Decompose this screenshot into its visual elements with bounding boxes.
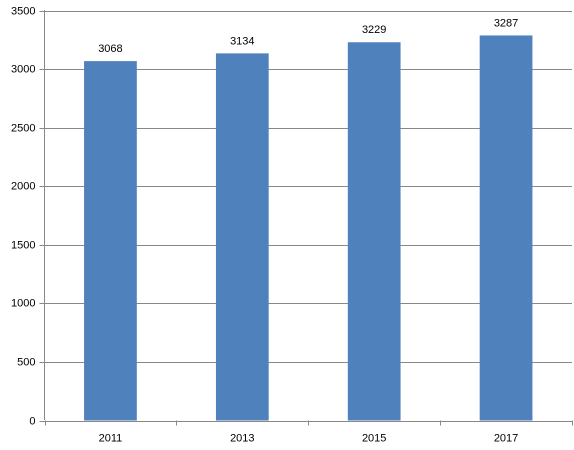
x-tick-label: 2015 [362, 432, 386, 444]
bar [215, 53, 269, 421]
x-tick-label: 2013 [230, 432, 254, 444]
y-tick-label: 0 [29, 415, 35, 427]
bar [347, 42, 401, 421]
y-tick-label: 2500 [11, 122, 35, 134]
data-label: 3134 [230, 35, 254, 47]
data-label: 3068 [98, 43, 122, 55]
y-tick-label: 3000 [11, 63, 35, 75]
data-label: 3229 [362, 24, 386, 36]
bar [84, 61, 137, 421]
y-tick-label: 2000 [11, 180, 35, 192]
x-tick-label: 2017 [494, 432, 518, 444]
bar [479, 35, 533, 421]
y-tick-label: 500 [17, 356, 35, 368]
y-tick-label: 3500 [11, 5, 35, 17]
y-tick-label: 1500 [11, 239, 35, 251]
data-label: 3287 [494, 17, 518, 29]
x-tick-label: 2011 [99, 432, 123, 444]
y-tick-label: 1000 [11, 297, 35, 309]
